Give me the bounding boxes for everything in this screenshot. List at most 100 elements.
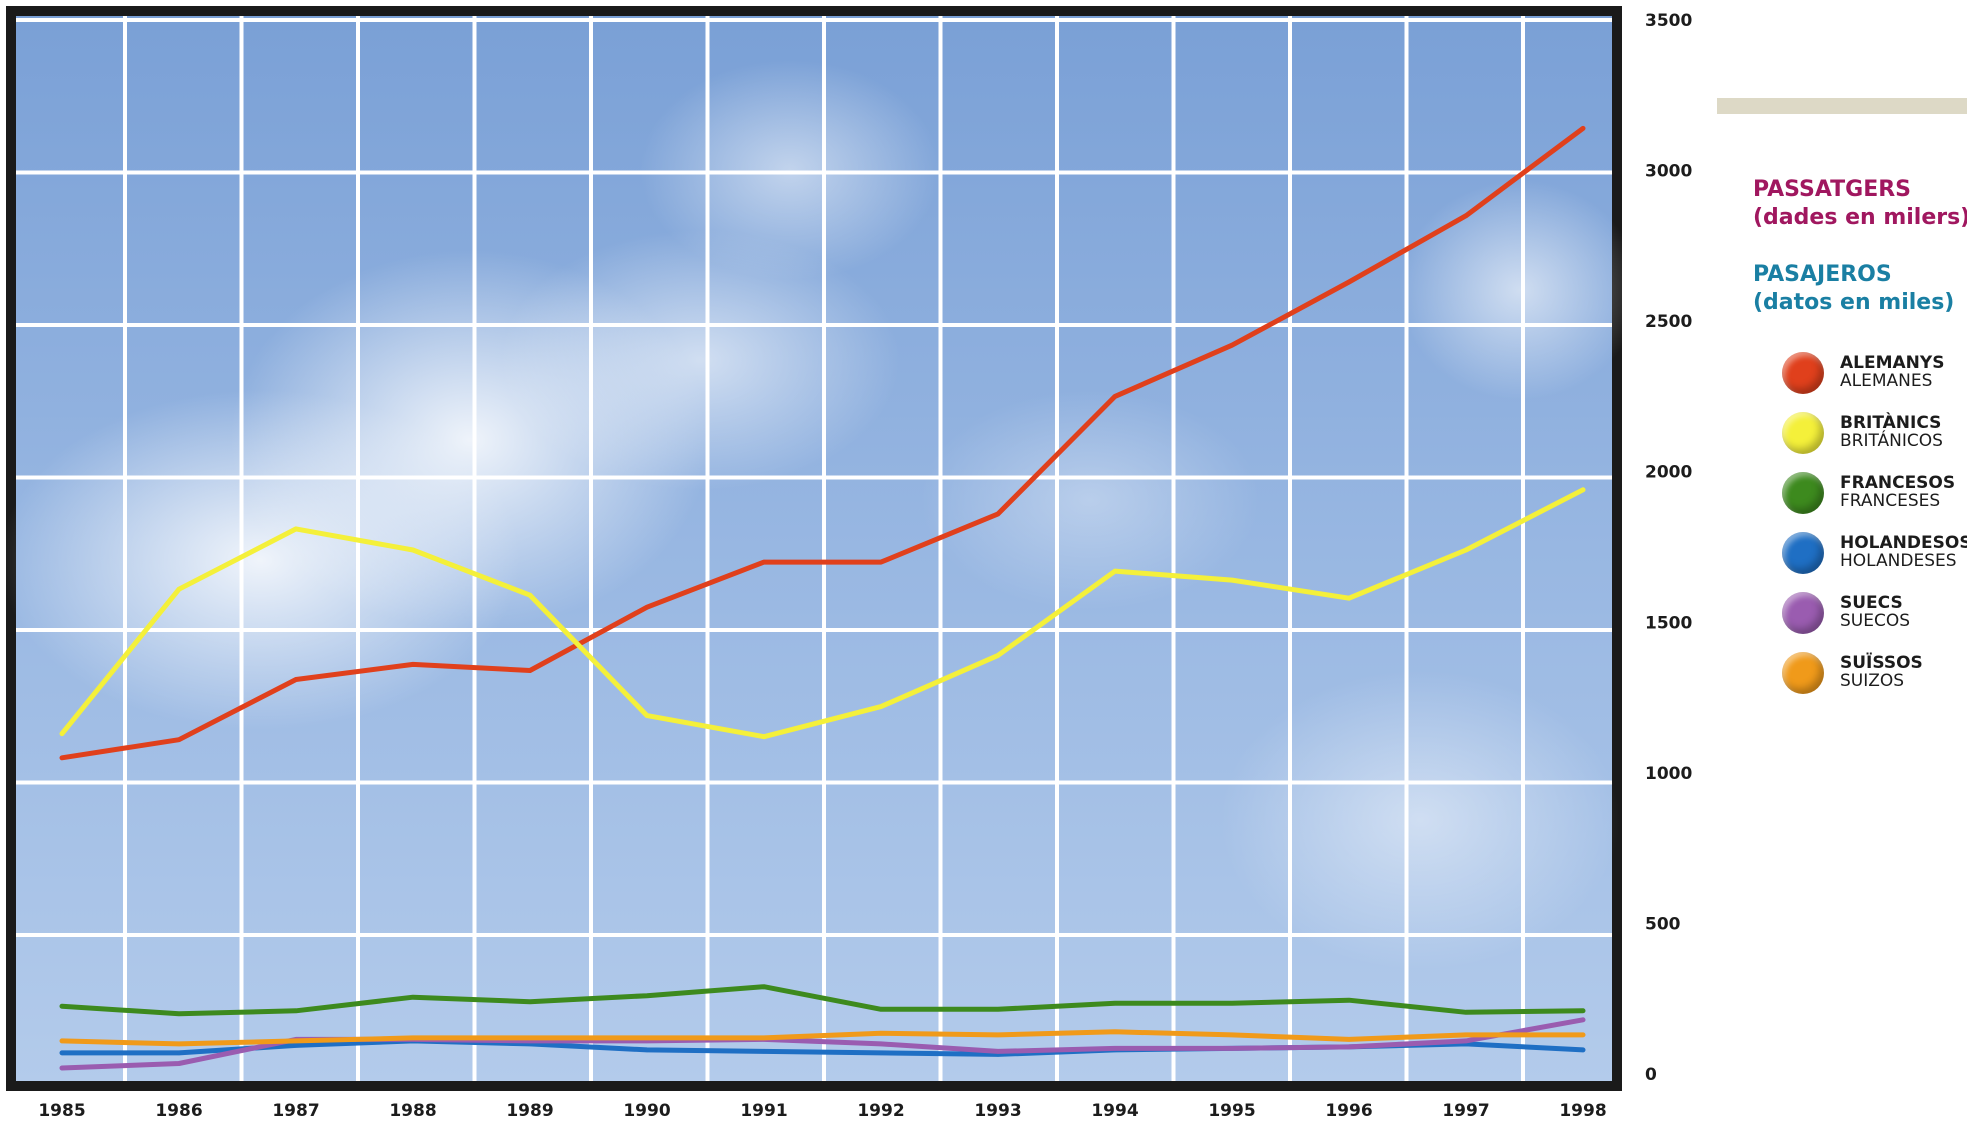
data-point-británicos [410,547,416,553]
data-point-alemanes [176,737,182,742]
data-point-alemanes [59,755,65,760]
data-point-suecos [59,1065,65,1071]
data-point-británicos [176,586,182,592]
decorative-bar [1717,98,1967,114]
y-tick-label: 0 [1645,1065,1657,1085]
legend-label-ca: BRITÀNICS [1840,413,1942,433]
data-point-británicos [59,731,65,736]
data-point-alemanes [1463,213,1469,218]
data-point-alemanes [1229,343,1235,348]
data-point-franceses [644,993,650,998]
data-point-alemanes [1112,394,1118,399]
legend-label-es: BRITÁNICOS [1840,431,1943,451]
legend-label-es: FRANCESES [1840,491,1941,511]
legend-label-ca: SUECS [1840,593,1903,613]
data-point-suecos [878,1041,884,1047]
y-tick-label: 2500 [1645,312,1692,332]
data-point-suizos [293,1038,299,1044]
x-tick-label: 1992 [857,1101,904,1121]
x-tick-label: 1996 [1325,1101,1372,1121]
data-point-suizos [761,1035,767,1041]
data-point-holandeses [1580,1047,1586,1053]
legend-label-ca: ALEMANYS [1840,353,1945,373]
data-point-franceses [1112,1001,1118,1006]
x-tick-label: 1993 [974,1101,1021,1121]
x-tick-label: 1995 [1208,1101,1255,1121]
data-point-holandeses [176,1050,182,1056]
legend-label-es: SUIZOS [1840,671,1905,691]
grid [16,16,1612,1081]
y-tick-label: 500 [1645,914,1681,934]
legend-label-es: ALEMANES [1840,371,1933,391]
data-point-holandeses [878,1050,884,1056]
data-point-suizos [1346,1037,1352,1042]
subtitle-ca: (dades en milers) [1753,205,1967,230]
x-axis: 1985 1986 1987 1988 1989 1990 1991 1992 1993 1994… [38,1101,1606,1121]
y-tick-label: 1000 [1645,764,1692,784]
data-point-alemanes [995,511,1001,517]
series-layer [59,125,1586,1071]
data-point-suecos [1112,1046,1118,1051]
data-point-franceses [995,1007,1001,1012]
data-point-suizos [59,1038,65,1044]
data-point-alemanes [410,662,416,667]
x-tick-label: 1988 [389,1101,436,1121]
data-point-franceses [1229,1001,1235,1006]
data-point-británicos [1346,595,1352,601]
title-catalan: PASSATGERS (dades en milers) [1753,176,1967,232]
data-point-suecos [995,1049,1001,1054]
data-point-alemanes [761,559,767,565]
data-point-británicos [878,704,884,709]
data-point-suizos [995,1032,1001,1038]
data-point-suecos [1346,1044,1352,1050]
data-point-suizos [176,1041,182,1047]
data-point-británicos [1229,577,1235,583]
x-tick-label: 1986 [155,1101,202,1121]
x-tick-label: 1998 [1559,1101,1606,1121]
x-tick-label: 1994 [1091,1101,1138,1121]
legend-label-ca: HOLANDESOS [1840,533,1967,553]
data-point-franceses [1346,998,1352,1003]
data-point-suizos [1580,1032,1586,1038]
data-point-suizos [527,1035,533,1041]
data-point-alemanes [293,677,299,682]
subtitle-es: (datos en miles) [1753,290,1955,315]
data-point-franceses [59,1004,65,1009]
x-tick-label: 1985 [38,1101,85,1121]
data-point-suizos [1463,1032,1469,1038]
x-tick-label: 1987 [272,1101,319,1121]
data-point-suecos [1463,1038,1469,1044]
y-tick-label: 2000 [1645,463,1692,483]
data-point-holandeses [644,1047,650,1053]
data-point-suecos [176,1061,182,1066]
data-point-holandeses [293,1043,299,1048]
data-point-suizos [1112,1029,1118,1035]
legend-swatch [1782,412,1824,454]
legend-label-ca: SUÏSSOS [1840,653,1923,673]
legend-swatch [1782,472,1824,514]
data-point-alemanes [644,605,650,610]
data-point-británicos [1112,568,1118,574]
data-point-franceses [293,1008,299,1013]
x-tick-label: 1990 [623,1101,670,1121]
data-point-franceses [878,1007,884,1012]
data-point-holandeses [761,1049,767,1054]
data-point-británicos [995,653,1001,658]
legend-swatch [1782,592,1824,634]
series-line-franceses [59,984,1586,1017]
data-point-alemanes [527,668,533,673]
title-ca: PASSATGERS [1753,177,1912,202]
data-point-franceses [1463,1010,1469,1015]
data-point-franceses [410,995,416,1000]
data-point-suizos [644,1035,650,1041]
data-point-franceses [761,984,767,989]
data-point-británicos [1463,547,1469,553]
x-tick-label: 1991 [740,1101,787,1121]
data-point-suizos [410,1035,416,1041]
y-tick-label: 3000 [1645,162,1692,182]
series-line-alemanes [59,125,1586,761]
series-line-británicos [59,487,1586,740]
data-point-suizos [1229,1032,1235,1038]
data-point-suecos [1229,1046,1235,1051]
data-point-franceses [1580,1008,1586,1013]
